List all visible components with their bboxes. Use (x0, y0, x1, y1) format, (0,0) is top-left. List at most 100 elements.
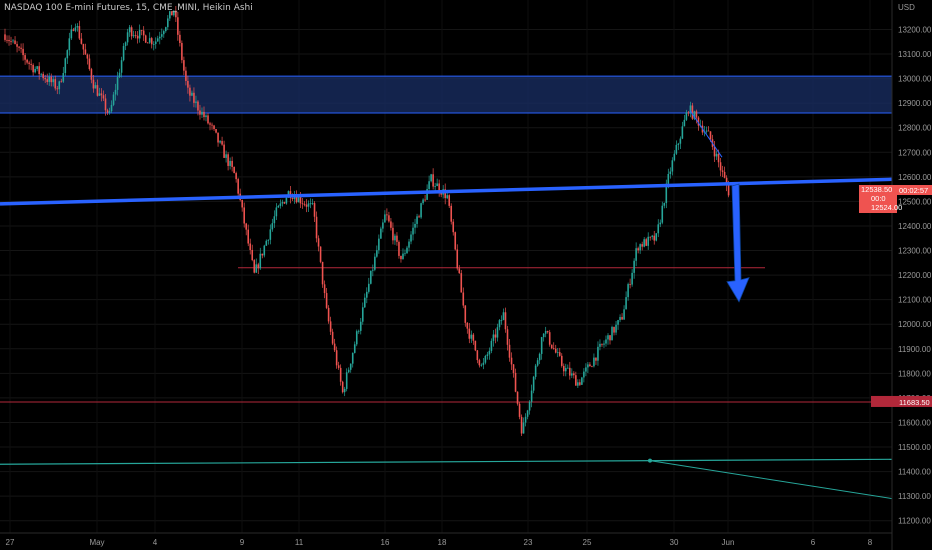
time-tick-label: 11 (295, 538, 304, 547)
candle (476, 350, 479, 364)
candle (34, 66, 36, 74)
candle (307, 200, 310, 213)
candle (510, 352, 513, 371)
candle (504, 307, 507, 333)
candle (490, 338, 493, 354)
time-axis-ticks: 27 May 4 9 11 16 18 23 25 30 Jun 6 8 (6, 538, 873, 547)
candle (273, 210, 276, 228)
candle (90, 67, 93, 84)
candle (341, 380, 344, 394)
candle (261, 253, 264, 259)
price-tick-label: 11600.00 (898, 418, 931, 427)
candle (128, 25, 131, 37)
candle (327, 305, 330, 324)
candle (554, 344, 557, 354)
candle (392, 222, 394, 245)
time-tick-label: 16 (381, 538, 390, 547)
candle (579, 379, 581, 386)
candle (102, 90, 105, 102)
price-tick-label: 12200.00 (898, 271, 932, 280)
ascending-trendline[interactable] (0, 177, 893, 206)
candle (64, 57, 67, 76)
candle (305, 199, 308, 213)
candles (4, 6, 730, 437)
candle (542, 333, 545, 342)
candle (705, 126, 708, 134)
candle (601, 343, 603, 347)
candle (382, 219, 384, 233)
candle (488, 347, 491, 360)
candle (339, 364, 342, 386)
candle (562, 363, 565, 377)
candle (269, 224, 272, 245)
candle (158, 31, 161, 45)
candle (659, 219, 662, 228)
candle (36, 65, 38, 72)
candle (209, 121, 211, 131)
candle (32, 63, 34, 76)
candle (345, 368, 348, 392)
candle (675, 140, 678, 156)
candle (410, 231, 412, 245)
countdown-tag: 00:02:57 (897, 185, 932, 195)
time-tick-label: May (89, 538, 104, 547)
candle (651, 234, 654, 240)
candle (130, 25, 133, 40)
candle (148, 32, 151, 44)
candle (528, 400, 531, 415)
candle (637, 246, 639, 254)
candle (156, 35, 159, 42)
candle (573, 371, 575, 379)
support-price-label: 11683.50 (899, 398, 930, 407)
time-tick-label: 6 (811, 538, 816, 547)
candle (195, 95, 197, 108)
price-tick-label: 13200.00 (898, 25, 932, 34)
candle (512, 364, 515, 378)
candle (595, 357, 597, 365)
price-tick-label: 12500.00 (898, 197, 932, 206)
candle (422, 198, 424, 205)
price-tick-label: 12100.00 (898, 296, 932, 305)
candle (540, 336, 543, 360)
candle (430, 173, 432, 183)
last-price-tag[interactable]: 12538.50 00:0 12524.00 (859, 185, 902, 213)
candle (175, 6, 177, 22)
candle (673, 150, 676, 162)
candle (558, 347, 561, 357)
candle (118, 68, 121, 78)
candle (380, 226, 382, 239)
candle (169, 10, 171, 22)
candle (679, 136, 682, 150)
candle (263, 244, 266, 258)
candle (265, 239, 268, 246)
candle (631, 269, 633, 287)
price-axis-panel (892, 0, 932, 550)
candle (514, 368, 517, 393)
candle (581, 376, 583, 385)
falling-channel-line (689, 110, 723, 158)
candle (643, 237, 645, 248)
candle (623, 305, 625, 320)
price-tick-label: 12800.00 (898, 124, 932, 133)
price-tick-label: 12900.00 (898, 99, 932, 108)
candle (249, 238, 252, 255)
candle (677, 142, 680, 151)
candle (100, 88, 103, 102)
support-price-tag[interactable]: 11683.50 (871, 395, 932, 407)
candle (279, 199, 282, 209)
candle (370, 270, 372, 285)
candle (458, 265, 461, 274)
candle (386, 208, 388, 221)
trendline-anchor-dot[interactable] (648, 458, 652, 463)
candle (271, 218, 274, 232)
candle (46, 73, 49, 85)
candle (68, 32, 71, 56)
partial-label-1: 00:0 (871, 194, 886, 203)
candle (70, 24, 73, 41)
candle (657, 219, 660, 238)
candle (259, 247, 262, 270)
candle (201, 107, 203, 118)
candle (663, 202, 666, 209)
candle (653, 230, 656, 245)
